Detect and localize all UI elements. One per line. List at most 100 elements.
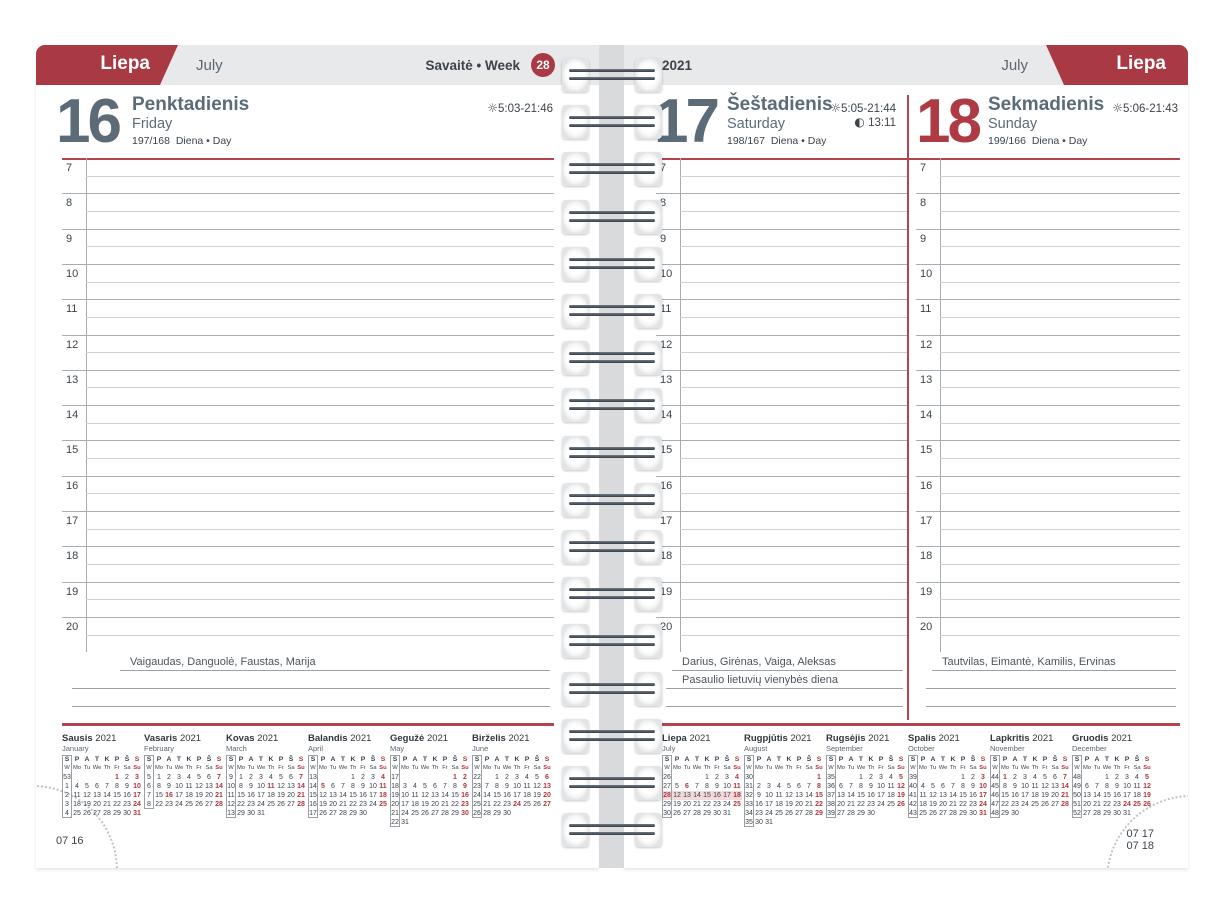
minical-title: Sausis 2021 bbox=[62, 733, 117, 744]
minical-week-number: 23 bbox=[473, 783, 481, 790]
minical-day: 5 bbox=[279, 774, 283, 781]
minical-week-number: 24 bbox=[473, 792, 481, 799]
minical-day: 2 bbox=[463, 774, 467, 781]
minical-week-number: 44 bbox=[991, 774, 999, 781]
minical-day: 29 bbox=[1001, 810, 1009, 817]
minical-cell: A bbox=[1012, 756, 1018, 763]
minical-day: 5 bbox=[535, 774, 539, 781]
minical-week-number: 8 bbox=[147, 801, 151, 808]
minical-cell: A bbox=[330, 756, 336, 763]
minical-day: 6 bbox=[433, 783, 437, 790]
minical-day: 1 bbox=[115, 774, 119, 781]
minical-day: 7 bbox=[1063, 774, 1067, 781]
minical-day: 30 bbox=[713, 810, 721, 817]
minical-month: Spalis 2021 October S P A T K P Š S W Mo Tu We Th Fr Sa S… bbox=[908, 733, 988, 818]
hour-line bbox=[916, 511, 1180, 512]
minical-day: 8 bbox=[453, 783, 457, 790]
minical-day: 16 bbox=[503, 792, 511, 799]
hour-line bbox=[916, 440, 1180, 442]
minical-day: 26 bbox=[533, 801, 541, 808]
minical-cell: T bbox=[422, 756, 428, 763]
minical-cell: We bbox=[1020, 765, 1030, 771]
minical-day bbox=[296, 809, 306, 818]
minical-day: 6 bbox=[1053, 774, 1057, 781]
minical-day: 4 bbox=[889, 774, 893, 781]
minical-cell: A bbox=[248, 756, 254, 763]
minical-day: 11 bbox=[73, 792, 81, 799]
minical-day bbox=[102, 773, 112, 782]
minical-week-number: 13 bbox=[309, 774, 317, 781]
month-tab-label: Liepa bbox=[100, 53, 150, 74]
minical-top-line bbox=[656, 723, 1180, 726]
minical-day: 9 bbox=[249, 783, 253, 790]
minical-cell: T bbox=[858, 756, 864, 763]
minical-week-row: 51 20 21 22 23 24 25 26 bbox=[1072, 800, 1152, 809]
minical-table: S P A T K P Š S W Mo Tu We Th Fr Sa Su 48 1 2 3 4 5 49 6 7 8 9 10 11… bbox=[1072, 755, 1152, 818]
minical-day: 16 bbox=[867, 792, 875, 799]
minical-cell: T bbox=[94, 756, 100, 763]
minical-day: 21 bbox=[215, 792, 223, 799]
minical-cell: Fr bbox=[196, 765, 202, 771]
minical-day: 4 bbox=[381, 774, 385, 781]
minical-day: 16 bbox=[461, 792, 469, 799]
minical-cell: P bbox=[402, 756, 408, 763]
minical-week-number: 40 bbox=[909, 783, 917, 790]
sun-icon: ☼ bbox=[1112, 101, 1123, 115]
minical-day: 22 bbox=[451, 801, 459, 808]
day-counter: 199/166 Diena • Day bbox=[988, 135, 1088, 148]
minical-day: 1 bbox=[453, 774, 457, 781]
minical-day: 9 bbox=[463, 783, 467, 790]
minical-week-number: 33 bbox=[745, 801, 753, 808]
minical-day: 3 bbox=[515, 774, 519, 781]
hour-line bbox=[656, 546, 907, 548]
minical-day: 12 bbox=[83, 792, 91, 799]
note-line bbox=[926, 706, 1176, 707]
minical-day bbox=[804, 773, 814, 782]
minical-day: 6 bbox=[685, 783, 689, 790]
half-hour-line bbox=[940, 210, 1180, 212]
minical-day bbox=[400, 773, 410, 782]
minical-day: 13 bbox=[205, 783, 213, 790]
half-hour-line bbox=[680, 352, 907, 354]
minical-title-en: November bbox=[990, 744, 1025, 753]
hour-line bbox=[656, 440, 907, 442]
minical-cell: T bbox=[176, 756, 182, 763]
minical-day: 12 bbox=[277, 783, 285, 790]
minical-title: Kovas 2021 bbox=[226, 733, 279, 744]
minical-table: S P A T K P Š S W Mo Tu We Th Fr Sa Su 5 1 2 3 4 5 6 7 6 8 9 10 11 12… bbox=[144, 755, 224, 809]
minical-day: 6 bbox=[839, 783, 843, 790]
note-line bbox=[72, 706, 550, 707]
minical-day: 26 bbox=[277, 801, 285, 808]
minical-cell: S bbox=[474, 756, 480, 763]
minical-cell: A bbox=[494, 756, 500, 763]
minical-week-row: 34 23 24 25 26 27 28 29 bbox=[744, 809, 824, 818]
minical-day: 29 bbox=[237, 810, 245, 817]
minical-top-line bbox=[62, 723, 554, 726]
minical-cell: Tu bbox=[1093, 765, 1101, 771]
minical-cell: P bbox=[156, 756, 162, 763]
minical-month: Kovas 2021 March S P A T K P Š S W Mo Tu We Th Fr Sa Su 9 1… bbox=[226, 733, 306, 818]
minical-title: Vasaris 2021 bbox=[144, 733, 202, 744]
minical-cell: Mo bbox=[754, 765, 764, 771]
half-hour-line bbox=[940, 352, 1180, 354]
minical-day: 4 bbox=[735, 774, 739, 781]
minical-table: S P A T K P Š S W Mo Tu We Th Fr Sa Su 13 1 2 3 4 14 5 6 7 8 9 10 11… bbox=[308, 755, 388, 818]
minical-day: 22 bbox=[703, 801, 711, 808]
minical-day: 27 bbox=[93, 810, 101, 817]
minical-cell: We bbox=[692, 765, 702, 771]
minical-cell: Tu bbox=[493, 765, 501, 771]
minical-day: 9 bbox=[715, 783, 719, 790]
minical-day: 27 bbox=[329, 810, 337, 817]
minical-cell: W bbox=[910, 765, 916, 771]
minical-cell: K bbox=[950, 756, 956, 763]
minical-week-row: 48 29 30 bbox=[990, 809, 1070, 818]
minical-cell: S bbox=[544, 756, 550, 763]
hour-label: 20 bbox=[920, 620, 933, 633]
minical-day: 11 bbox=[379, 783, 387, 790]
minical-week-number: 52 bbox=[1073, 810, 1081, 817]
minical-cell: Th bbox=[785, 765, 793, 771]
minical-day: 2 bbox=[1013, 774, 1017, 781]
minical-day: 26 bbox=[1041, 801, 1049, 808]
minical-day: 13 bbox=[1083, 792, 1091, 799]
